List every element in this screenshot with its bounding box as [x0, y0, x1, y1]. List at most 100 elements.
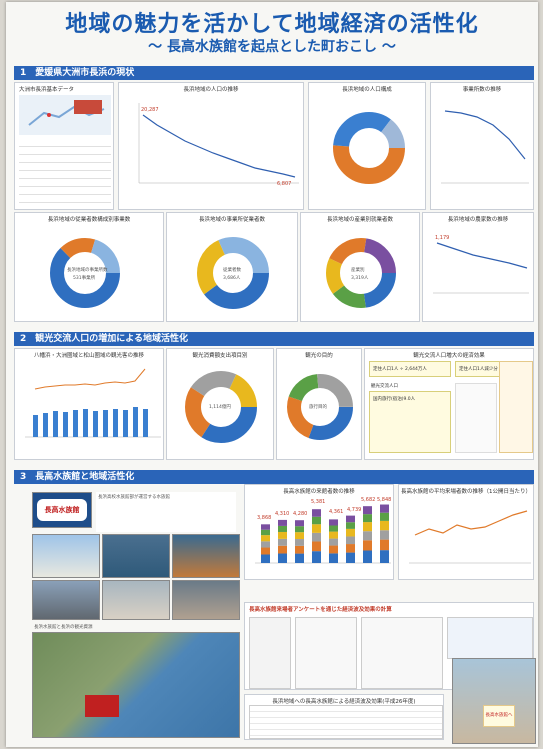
industry-center-value: 3,319人 [351, 276, 369, 281]
visitor-bar-segment [312, 524, 321, 533]
visitor-bar-segment [312, 541, 321, 552]
effect-list-box: 国内旅行(宿泊)9.0人 [369, 391, 451, 453]
section-1-number: 1 [20, 68, 27, 78]
visitor-bar-segment [329, 553, 338, 563]
data-row [19, 179, 111, 187]
population-trend-chart [138, 103, 299, 184]
photo-exhibit [172, 534, 240, 578]
visitor-bar-segment [329, 538, 338, 546]
visitors-bar-title: 長高水族館の来館者数の推移 [283, 489, 355, 495]
survey-title: 長高水族館来場者アンケートを通じた経済波及効果の計算 [249, 607, 392, 613]
bar-value-8: 5,848 [377, 497, 392, 503]
visitor-bar-segment [295, 545, 304, 554]
industry-detail-panel: 長浜地域の産業別就業者数 産業別 3,319人 [300, 212, 420, 322]
workers-center-value: 531事業所 [73, 276, 96, 281]
visitor-bar-segment [363, 506, 372, 515]
workers-total-center-value: 3,686人 [223, 276, 241, 281]
population-first-value: 20,287 [141, 107, 159, 113]
workers-by-industry-donut [50, 238, 120, 308]
visitor-bar-segment [295, 520, 304, 527]
visitor-bar-segment [363, 540, 372, 551]
visitor-bar-segment [380, 530, 389, 540]
basic-data-panel: 大洲市長浜基本データ [14, 82, 114, 210]
workers-by-industry-title: 長浜地域の従業者数構成別事業数 [47, 217, 131, 223]
workers-total-center-label: 従業者数 [223, 268, 241, 273]
location-map-svg [28, 100, 105, 126]
effect-side-box [455, 383, 497, 453]
visitor-bar-segment [380, 539, 389, 551]
economic-effect-panel: 観光交流人口増大の経済効果 定住人口1人 ÷ 2,644万人 定住人口1人減少分… [364, 348, 534, 460]
section-3-number: 3 [20, 472, 27, 482]
poster-title: 地域の魅力を活かして地域経済の活性化 [65, 12, 479, 37]
workers-total-panel: 長浜地域の事業所従業者数 従業者数 3,686人 [166, 212, 298, 322]
visitor-bar-segment [346, 522, 355, 529]
visitor-bar-segment [329, 519, 338, 526]
visitor-bar-segment [278, 531, 287, 539]
visitor-bar-segment [363, 550, 372, 563]
visitor-bar-segment [363, 514, 372, 523]
visitors-trend-panel: 八幡浜・大洲圏域と松山圏域の観光客の推移 [14, 348, 164, 460]
visitor-bar-segment [363, 531, 372, 541]
population-composition-panel: 長浜地域の人口構成 [308, 82, 426, 210]
visitor-bar-segment [363, 522, 372, 532]
industry-center-label: 産業別 [351, 268, 365, 273]
farmers-panel: 長浜地域の農家数の推移 1,179 [422, 212, 534, 322]
visitor-bar-segment [346, 552, 355, 563]
establishments-panel: 事業所数の推移 [430, 82, 534, 210]
bar-value-3: 4,280 [293, 511, 308, 517]
economic-effect-title: 観光交流人口増大の経済効果 [413, 353, 485, 359]
visitor-bar-segment [261, 529, 270, 536]
visitor-bar-segment [261, 541, 270, 548]
visitor-bar-segment [261, 547, 270, 555]
visitor-bar-segment [295, 532, 304, 540]
photo-school-building [32, 534, 100, 578]
visitor-bar-segment [278, 538, 287, 546]
visitors-bar-panel: 長高水族館の来館者数の推移 3,868 4,310 4,280 5,381 4,… [244, 484, 394, 580]
street-sign: 長高水族館へ [483, 705, 515, 727]
spending-panel: 観光消費額支出項目別 1,114億円 [166, 348, 274, 460]
visitor-bar-segment [312, 509, 321, 517]
spending-center: 1,114億円 [209, 405, 231, 410]
visitor-bar-segment [312, 551, 321, 563]
establishments-chart [441, 110, 529, 184]
data-row [19, 171, 111, 179]
effect-label-2: 国内旅行(宿泊)9.0人 [373, 397, 416, 402]
farmers-first-value: 1,179 [435, 235, 450, 241]
settled-pop-text: 定住人口1人 ÷ 2,644万人 [373, 367, 427, 372]
visitor-bar-segment [346, 544, 355, 553]
visitor-bar-segment [346, 515, 355, 523]
spending-donut [185, 371, 257, 443]
intro-text-block: 長浜高校水族館部が運営する水族館 [96, 492, 236, 532]
visitor-bar-segment [278, 545, 287, 554]
section-1-label: 愛媛県大洲市長浜の現状 [35, 68, 135, 78]
population-trend-panel: 長浜地域の人口の推移 20,287 6,807 [118, 82, 304, 210]
econ-table-panel: 長浜地域への長高水族館による経済波及効果(平成26年度) [244, 694, 444, 740]
decrease-text: 定住人口1人減少分 [459, 367, 498, 372]
workers-center-label: 長浜地域の事業所数 [67, 268, 108, 273]
data-row [19, 195, 111, 203]
avg-visitors-panel: 長高水族館の平均来場者数の推移（1公開日当たり） [398, 484, 534, 580]
visitor-bar-segment [380, 520, 389, 531]
poster-subtitle: ～ 長高水族館を起点とした町おこし ～ [148, 39, 396, 55]
population-composition-donut [333, 112, 405, 184]
street-photo: 長高水族館へ [452, 658, 536, 744]
visitor-bar-segment [380, 512, 389, 521]
visitors-trend-title: 八幡浜・大洲圏域と松山圏域の観光客の推移 [33, 353, 144, 359]
visitor-bar-segment [295, 526, 304, 533]
section-2-label: 観光交流人口の増加による地域活性化 [35, 334, 189, 344]
bar-value-6: 4,739 [347, 507, 362, 513]
bar-value-5: 4,361 [329, 509, 344, 515]
population-trend-title: 長浜地域の人口の推移 [183, 87, 239, 93]
avg-visitors-title: 長高水族館の平均来場者数の推移（1公開日当たり） [400, 489, 531, 495]
visitor-bar-segment [295, 539, 304, 546]
visitor-bar-segment [312, 516, 321, 525]
farmers-chart [433, 242, 529, 294]
aquarium-logo: 長高水族館 [32, 492, 92, 528]
visitor-bar-segment [278, 525, 287, 532]
poster: 地域の魅力を活かして地域経済の活性化 ～ 長高水族館を起点とした町おこし ～ 1… [6, 2, 538, 747]
visitor-bar-segment [278, 519, 287, 526]
visitor-bar-segment [312, 532, 321, 542]
data-row [19, 147, 111, 155]
establishments-title: 事業所数の推移 [462, 87, 502, 93]
industry-detail-title: 長浜地域の産業別就業者数 [326, 217, 393, 223]
